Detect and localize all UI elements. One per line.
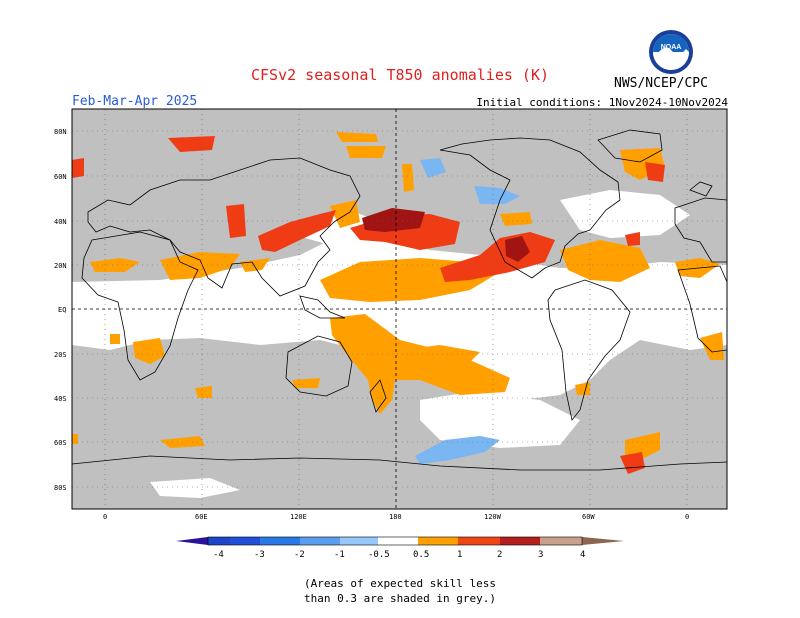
lon-label: 180 [389,513,402,521]
neutral-patch-antarctic [150,478,240,498]
colorbar-segment [340,537,378,545]
colorbar: -4 -3 -2 -1 -0.5 0.5 1 2 3 4 [176,536,624,560]
coastlines [72,129,727,471]
lon-label: 120W [484,513,502,521]
colorbar-label: -3 [254,550,265,560]
colorbar-label: 2 [497,550,502,560]
lat-label: 60N [54,173,67,181]
colorbar-label: -2 [294,550,305,560]
colorbar-arrow-left [176,537,208,545]
colorbar-segment [458,537,500,545]
neutral-patch-atlantic [560,190,690,238]
colorbar-label: -0.5 [368,550,390,560]
colorbar-label: 1 [457,550,462,560]
lon-label: 60E [195,513,208,521]
skill-note: (Areas of expected skill less than 0.3 a… [0,576,800,606]
colorbar-label: 3 [538,550,543,560]
lat-label: 80N [54,128,67,136]
darkred-anomalies [362,208,530,262]
lon-tick-labels: 0 60E 120E 180 120W 60W 0 [103,513,689,521]
colorbar-segment [418,537,458,545]
colorbar-label: 4 [580,550,585,560]
map-frame [71,108,728,510]
colorbar-segment [300,537,340,545]
lat-label: 20N [54,262,67,270]
colorbar-label: -1 [334,550,345,560]
lat-label: 60S [54,439,67,447]
map-title: CFSv2 seasonal T850 anomalies (K) [250,66,549,84]
blue-anomalies [415,158,520,464]
noaa-logo: NOAA [649,30,693,74]
lat-label: 40N [54,218,67,226]
lon-label: 0 [685,513,689,521]
colorbar-segment [500,537,540,545]
colorbar-segment [208,537,230,545]
lon-label: 0 [103,513,107,521]
orange-anomalies [72,132,724,460]
lat-tick-labels: 80N 60N 40N 20N EQ 20S 40S 60S 80S [54,128,67,492]
skill-note-line1: (Areas of expected skill less [303,577,497,590]
neutral-patch-south-pacific [420,392,580,448]
initial-conditions: Initial conditions: 1Nov2024-10Nov2024 [476,96,728,109]
colorbar-segment [378,537,418,545]
colorbar-segment [230,537,260,545]
lat-label: EQ [58,306,66,314]
colorbar-label: 0.5 [413,550,429,560]
lon-label: 60W [582,513,595,521]
colorbar-frame [207,536,583,546]
colorbar-segment [260,537,300,545]
agency-label: NWS/NCEP/CPC [614,76,708,91]
colorbar-label: -4 [213,550,224,560]
lat-label: 80S [54,484,67,492]
lat-label: 20S [54,351,67,359]
lon-label: 120E [290,513,307,521]
forecast-period: Feb-Mar-Apr 2025 [72,94,198,109]
svg-text:NOAA: NOAA [661,44,682,51]
colorbar-segment [540,537,582,545]
lat-label: 40S [54,395,67,403]
colorbar-arrow-right [582,537,624,545]
skill-note-line2: than 0.3 are shaded in grey.) [303,592,497,605]
